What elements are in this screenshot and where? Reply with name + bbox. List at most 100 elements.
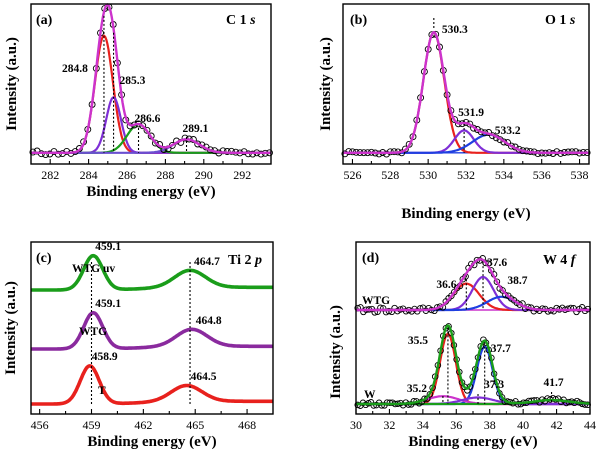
panel-b-title: O 1 s <box>545 13 576 28</box>
panel-b-xtick-label: 530 <box>419 168 437 182</box>
panel-a-data-point <box>219 147 227 155</box>
panel-d-xtick-label: 44 <box>584 418 596 432</box>
panel-c-xtick-label: 468 <box>238 418 256 432</box>
panel-d-xtick-label: 30 <box>350 418 362 432</box>
panel-a-data-point <box>249 150 257 158</box>
panel-c-ylabel: Intensity (a.u.) <box>3 281 19 375</box>
panel-d-data-point <box>378 402 385 409</box>
panel-d-component-37_6 <box>356 275 590 312</box>
panel-c-peak-label: 459.1 <box>95 298 121 310</box>
panel-b-peak-label: 533.2 <box>495 125 521 137</box>
panel-d-xtick-label: 34 <box>417 418 429 432</box>
panel-c-peak-label: 459.1 <box>95 241 121 253</box>
panel-c-title-orbital: p <box>254 253 262 268</box>
panel-c-series-t <box>30 364 274 406</box>
panel-a-data-point <box>143 126 151 134</box>
panel-c-series-wtg <box>30 311 274 351</box>
panel-a-data-point <box>257 150 265 158</box>
panel-d-ticks: 30 32 34 36 38 40 42 44 <box>350 409 596 432</box>
panel-c-peak-label: 464.5 <box>191 371 217 383</box>
panel-c-series-label: T <box>98 385 106 397</box>
panel-a-peak-label: 289.1 <box>183 123 209 135</box>
panel-a-title-orbital: s <box>249 13 256 28</box>
panel-d-envelope <box>356 324 590 406</box>
panel-a-component-285_3 <box>31 96 271 154</box>
panel-b-component-531_9 <box>343 129 589 154</box>
panel-d-data-point <box>499 287 506 294</box>
panel-d-data-point <box>370 402 377 409</box>
panel-d-series-label: WTG <box>362 295 390 307</box>
panel-d-xtick-label: 42 <box>551 418 563 432</box>
panel-b-xlabel: Binding energy (eV) <box>401 206 530 222</box>
panel-a-plot: 284.8 285.3 286.6 289.1 <box>29 2 273 159</box>
panel-c-peak-label: 464.8 <box>196 315 222 327</box>
panel-a-ticks: 282 284 286 288 290 292 <box>41 159 251 182</box>
panel-b-ylabel: Intensity (a.u.) <box>318 37 334 131</box>
panel-a-component-289_1 <box>31 138 271 154</box>
panel-b-label: (b) <box>350 13 367 28</box>
panel-d-data-point <box>493 278 501 285</box>
panel-a-data-point <box>151 139 159 147</box>
panel-c-xtick-label: 459 <box>83 418 101 432</box>
panel-b-xtick-label: 532 <box>457 168 475 182</box>
panel-d-title: W 4 f <box>543 253 577 268</box>
panel-a-peak-label: 286.6 <box>135 113 161 125</box>
panel-b-data-point <box>383 150 390 158</box>
panel-d-title-element: W 4 <box>543 253 567 268</box>
panel-b-xtick-label: 538 <box>571 168 589 182</box>
panel-c: WTG uv 459.1 464.7 WTG 459.1 464.8 T 458.9 464.5… <box>3 241 274 450</box>
panel-c-xlabel: Binding energy (eV) <box>87 434 216 450</box>
panel-a-data-point <box>227 147 235 155</box>
panel-d-xtick-label: 32 <box>383 418 395 432</box>
panel-a-xtick-label: 288 <box>156 168 174 182</box>
panel-d-label: (d) <box>362 251 379 266</box>
panel-b-data-point <box>451 116 459 124</box>
panel-c-xtick-label: 462 <box>134 418 152 432</box>
panel-b-peak-label: 530.3 <box>442 24 468 36</box>
panel-c-title-element: Ti 2 <box>228 253 251 268</box>
panel-c-label: (c) <box>36 251 52 266</box>
panel-d-component-38_7 <box>356 295 590 312</box>
panel-b-title-element: O 1 <box>545 13 566 28</box>
panel-a-data-point <box>54 150 62 158</box>
panel-c-series-label: WTG uv <box>72 263 115 275</box>
panel-a-xtick-label: 282 <box>41 168 59 182</box>
panel-c-series-wtg-uv <box>30 253 274 292</box>
panel-d-xtick-label: 40 <box>517 418 529 432</box>
panel-b-data-point <box>401 145 409 153</box>
panel-a-xtick-label: 286 <box>118 168 136 182</box>
panel-d-peak-label: 38.7 <box>507 275 527 287</box>
panel-d-data-point <box>421 395 428 403</box>
panel-d-series-label: W <box>364 389 376 401</box>
panel-a-data-point <box>181 134 189 142</box>
panel-b-xtick-label: 526 <box>343 168 361 182</box>
panel-c-title: Ti 2 p <box>228 253 262 268</box>
panel-c-series-label: WTG <box>79 326 107 338</box>
panel-a-envelope <box>31 2 271 154</box>
panel-c-ticks: 456 459 462 465 468 <box>31 409 256 432</box>
panel-b-plot: 530.3 531.9 533.2 <box>341 18 591 158</box>
panel-d-title-orbital: f <box>571 253 577 268</box>
panel-d-peak-label: 35.2 <box>407 383 427 395</box>
panel-c-peak-label: 458.9 <box>92 351 118 363</box>
panel-a-data-point <box>63 147 71 155</box>
panel-d-envelope <box>356 257 590 312</box>
panel-b-component-530_3 <box>343 31 589 154</box>
panel-a-data-point <box>139 122 147 130</box>
panel-d-peak-label: 37.3 <box>484 379 504 391</box>
panel-c-peak-label: 464.7 <box>194 256 220 268</box>
panel-d-xtick-label: 36 <box>450 418 462 432</box>
panel-a-frame <box>30 3 272 165</box>
panel-a-xtick-label: 290 <box>195 168 213 182</box>
panel-d-peak-label: 41.7 <box>544 377 564 389</box>
panel-d-xtick-label: 38 <box>484 418 496 432</box>
panel-a-xtick-label: 284 <box>80 168 98 182</box>
panel-a-peak-label: 285.3 <box>120 75 146 87</box>
panel-d-plot: WTG 36.6 37.638.7 W 35.5 37.7 35.2 37.3 41.7 <box>354 255 592 409</box>
panel-b-data-point <box>473 126 481 133</box>
panel-b-ticks: 526 528 530 532 534 536 538 <box>343 159 589 182</box>
panel-c-frame <box>30 241 274 415</box>
